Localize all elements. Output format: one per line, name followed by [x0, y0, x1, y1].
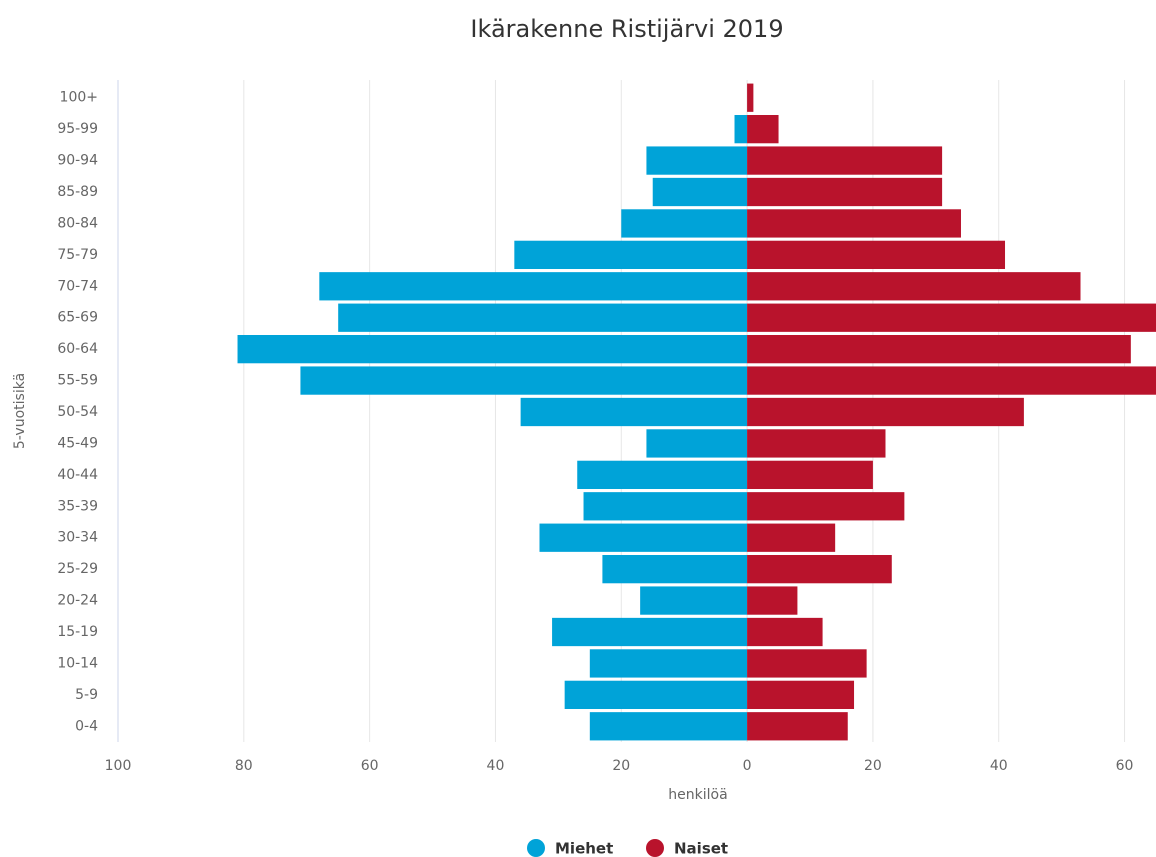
y-tick-label: 65-69 [57, 310, 98, 326]
y-tick-label: 10-14 [57, 655, 98, 671]
bar [747, 680, 855, 709]
bar [747, 523, 836, 552]
bar [747, 617, 823, 647]
y-tick-label: 45-49 [57, 435, 98, 451]
y-tick-label: 55-59 [57, 373, 98, 389]
bar [583, 492, 748, 521]
y-tick-label: 70-74 [57, 278, 98, 294]
x-tick-label: 60 [1116, 758, 1134, 774]
y-tick-label: 30-34 [57, 530, 98, 546]
y-tick-label: 95-99 [57, 121, 98, 137]
bar [747, 460, 873, 489]
bar [589, 649, 748, 678]
bar [652, 177, 748, 207]
bar [747, 366, 1156, 395]
bar [640, 586, 748, 615]
bar [747, 115, 779, 144]
y-tick-label: 60-64 [57, 341, 98, 357]
y-tick-label: 25-29 [57, 561, 98, 577]
bar [747, 555, 892, 584]
y-tick-label: 80-84 [57, 215, 98, 231]
x-tick-label: 60 [361, 758, 379, 774]
bars [237, 83, 1156, 741]
y-tick-label: 15-19 [57, 624, 98, 640]
bar [747, 397, 1024, 427]
y-tick-label: 90-94 [57, 153, 98, 169]
x-tick-label: 20 [612, 758, 630, 774]
bar [539, 523, 748, 552]
bar [747, 649, 867, 678]
x-tick-label: 40 [487, 758, 505, 774]
bar [747, 492, 905, 521]
legend-label: Naiset [674, 840, 728, 857]
x-tick-label: 100 [105, 758, 132, 774]
legend-marker [527, 839, 545, 857]
bar [747, 303, 1156, 332]
bar [747, 83, 754, 112]
bar [747, 240, 1006, 269]
bar [747, 146, 943, 175]
y-tick-label: 85-89 [57, 184, 98, 200]
bar [514, 240, 748, 269]
y-tick-label: 20-24 [57, 593, 98, 609]
y-tick-label: 50-54 [57, 404, 98, 420]
y-tick-label: 100+ [60, 90, 98, 106]
y-tick-label: 35-39 [57, 498, 98, 514]
bar [747, 209, 961, 238]
y-tick-label: 0-4 [75, 718, 98, 734]
bar [300, 366, 748, 395]
bar [564, 680, 748, 709]
legend-marker [646, 839, 664, 857]
y-tick-label: 75-79 [57, 247, 98, 263]
bar [747, 272, 1081, 301]
legend-label: Miehet [555, 840, 613, 857]
bar [602, 555, 748, 584]
bar [338, 303, 748, 332]
x-axis-title: henkilöä [668, 787, 727, 803]
bar [520, 397, 748, 427]
bar [319, 272, 748, 301]
y-tick-label: 40-44 [57, 467, 98, 483]
x-tick-label: 80 [235, 758, 253, 774]
x-tick-label: 40 [990, 758, 1008, 774]
bar [747, 177, 943, 207]
x-tick-label: 20 [864, 758, 882, 774]
bar [747, 586, 798, 615]
bar [577, 460, 748, 489]
bar [646, 146, 748, 175]
bar [734, 115, 748, 144]
bar [747, 712, 848, 741]
labels: 100 80 60 40 20 0 20 40 60 100+ 95-99 90-94 85-89 80-… [57, 90, 1133, 857]
bar [552, 617, 748, 647]
bar [747, 429, 886, 458]
y-axis-title: 5-vuotisikä [12, 373, 28, 449]
bar [589, 712, 748, 741]
y-tick-label: 5-9 [75, 687, 98, 703]
x-tick-label: 0 [743, 758, 752, 774]
bar [646, 429, 748, 458]
bar [747, 335, 1131, 364]
chart-title: Ikärakenne Ristijärvi 2019 [470, 15, 783, 43]
bar [237, 335, 748, 364]
bar [621, 209, 748, 238]
